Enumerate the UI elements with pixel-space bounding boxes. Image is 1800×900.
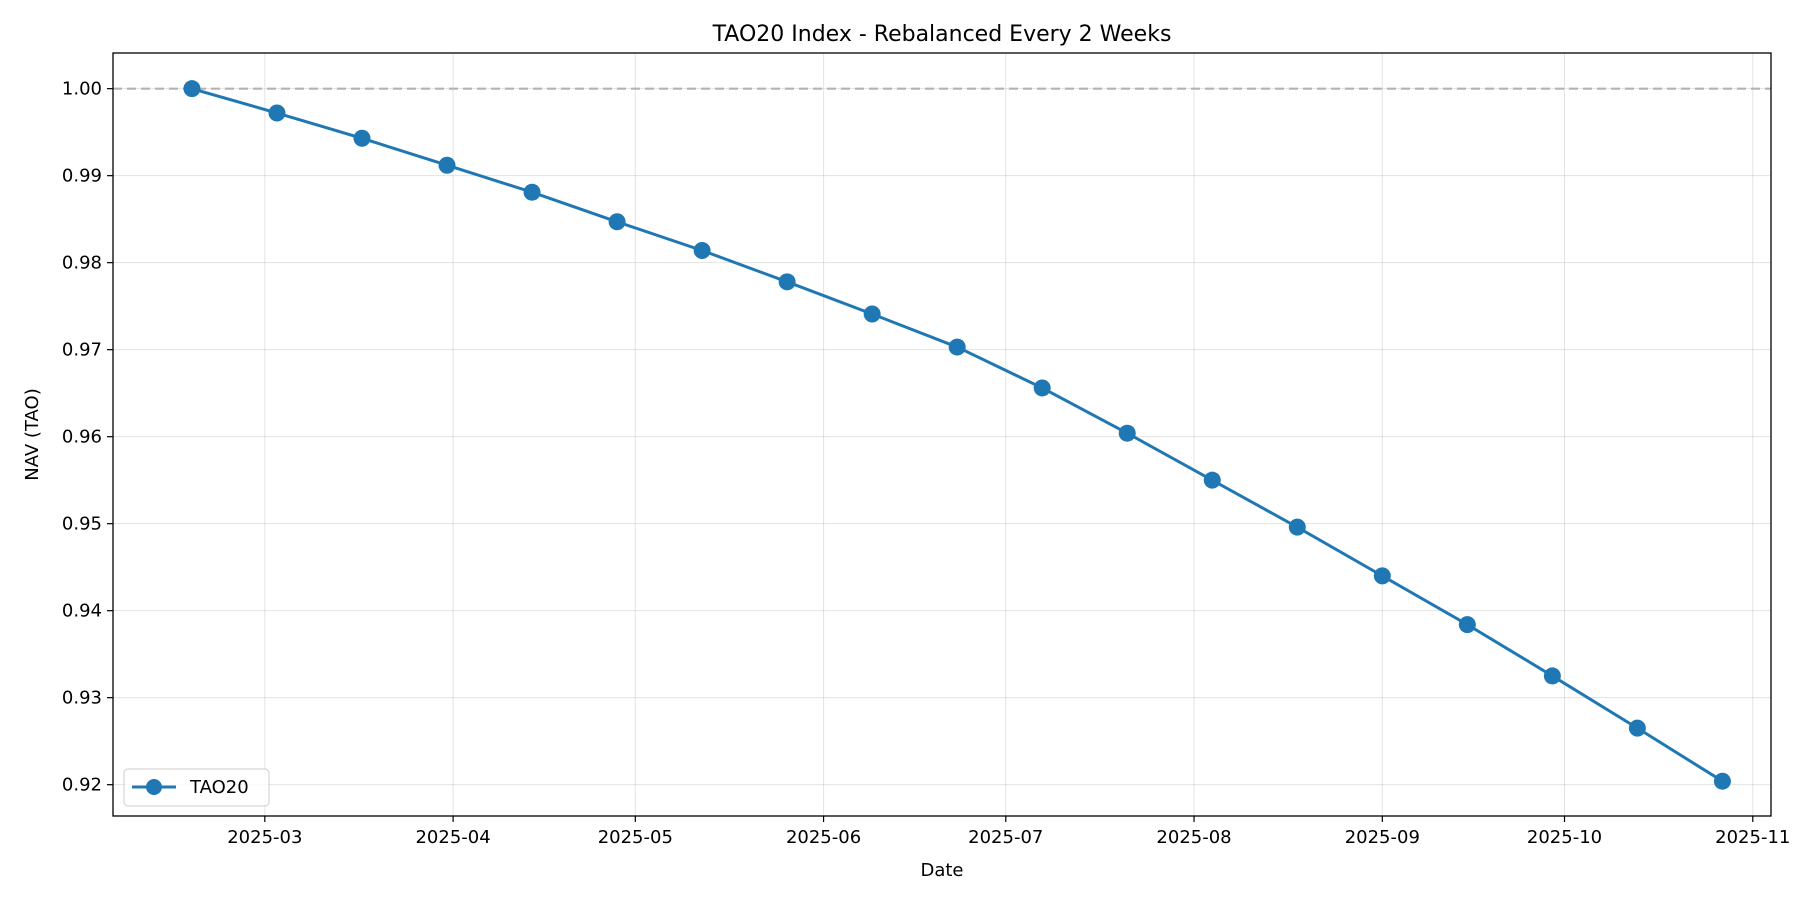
y-tick-label: 0.98 — [62, 253, 102, 274]
data-point — [948, 338, 966, 356]
data-point — [1628, 719, 1646, 737]
data-point — [693, 241, 711, 259]
y-axis-title: NAV (TAO) — [22, 388, 43, 480]
data-point — [1713, 772, 1731, 790]
y-axis-ticks: 0.92 0.93 0.94 0.95 0.96 0.97 0.98 0.99 1.00 — [62, 79, 113, 796]
data-point — [778, 273, 796, 291]
data-point — [863, 305, 881, 323]
legend: TAO20 — [123, 768, 270, 807]
data-point — [1543, 667, 1561, 685]
x-tick-label: 2025-08 — [1156, 827, 1231, 848]
y-tick-label: 0.96 — [62, 427, 102, 448]
x-tick-label: 2025-07 — [968, 827, 1043, 848]
legend-marker-icon — [146, 779, 162, 795]
x-tick-label: 2025-06 — [786, 827, 861, 848]
data-point — [1033, 379, 1051, 397]
data-point — [608, 213, 626, 231]
data-point — [183, 80, 201, 98]
y-tick-label: 0.92 — [62, 775, 102, 796]
data-point — [1458, 616, 1476, 634]
x-tick-label: 2025-05 — [598, 827, 673, 848]
y-tick-label: 0.94 — [62, 601, 102, 622]
series-group — [183, 80, 1731, 790]
y-tick-label: 0.99 — [62, 166, 102, 187]
data-point — [1288, 518, 1306, 536]
y-tick-label: 0.95 — [62, 514, 102, 535]
x-tick-label: 2025-04 — [415, 827, 490, 848]
data-point — [1203, 471, 1221, 489]
data-point — [1118, 424, 1136, 442]
y-tick-label: 1.00 — [62, 79, 102, 100]
legend-label: TAO20 — [189, 777, 249, 798]
data-point — [523, 183, 541, 201]
plot-frame — [112, 52, 1772, 817]
y-tick-label: 0.93 — [62, 688, 102, 709]
chart-title: TAO20 Index - Rebalanced Every 2 Weeks — [712, 22, 1172, 47]
x-tick-label: 2025-03 — [227, 827, 302, 848]
legend-box — [123, 768, 270, 807]
x-axis-title: Date — [920, 860, 963, 881]
data-point — [268, 104, 286, 122]
data-point — [353, 129, 371, 147]
x-tick-label: 2025-09 — [1345, 827, 1420, 848]
x-tick-label: 2025-11 — [1715, 827, 1790, 848]
y-tick-label: 0.97 — [62, 340, 102, 361]
x-tick-label: 2025-10 — [1527, 827, 1602, 848]
data-point — [1373, 567, 1391, 585]
x-axis-ticks: 2025-03 2025-04 2025-05 2025-06 2025-07 2025-… — [227, 816, 1790, 848]
data-point — [438, 156, 456, 174]
